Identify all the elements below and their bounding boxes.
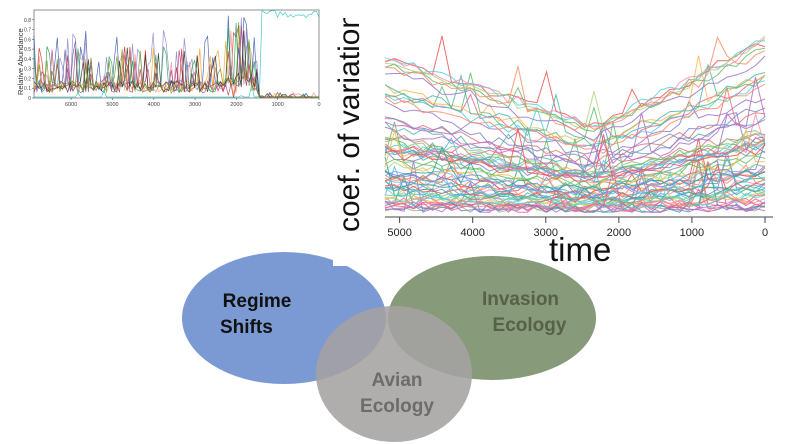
abundance-series-line — [34, 9, 320, 98]
cv-x-ticks: 5000 4000 3000 2000 1000 0 — [387, 217, 768, 239]
avian-label-line1: Avian — [371, 370, 423, 391]
cv-series-line — [384, 62, 766, 149]
cv-x-tick-label: 2000 — [607, 227, 631, 239]
cv-series-line — [384, 164, 766, 203]
abundance-y-ticks: 0 0.1 0.2 0.3 0.4 0.5 0.6 0.7 0.8 — [24, 18, 34, 102]
cv-series-line — [384, 136, 766, 183]
abundance-y-tick-label: 0.3 — [24, 67, 31, 73]
cv-series-line — [384, 35, 766, 129]
abundance-y-tick-label: 0.7 — [24, 28, 31, 34]
cv-series-line — [384, 107, 766, 166]
cv-x-tick-label: 3000 — [534, 227, 558, 239]
invasion-label-line1: Invasion — [481, 289, 560, 310]
cv-series-line — [384, 156, 766, 202]
abundance-x-tick-label: 6000 — [65, 102, 77, 108]
cv-series-line — [384, 170, 766, 198]
cv-series-line — [384, 80, 766, 148]
abundance-x-tick-label: 4000 — [148, 102, 160, 108]
cv-series-line — [384, 170, 766, 210]
venn-label-regime-shifts: Regime Shifts — [212, 289, 302, 341]
invasion-label-line2: Ecology — [492, 315, 567, 336]
cv-x-tick-label: 1000 — [680, 227, 704, 239]
cv-x-axis-label: time — [549, 231, 611, 268]
abundance-y-tick-label: 0.6 — [24, 37, 31, 43]
abundance-y-tick-label: 0.4 — [24, 57, 31, 63]
cv-series-line — [384, 121, 766, 179]
relative-abundance-chart: 0 0.1 0.2 0.3 0.4 0.5 0.6 0.7 0.8 6000 5000 4000 30… — [16, 9, 321, 108]
abundance-y-tick-label: 0.5 — [24, 47, 31, 53]
cv-series-line — [384, 187, 766, 207]
avian-label-line2: Ecology — [360, 396, 434, 417]
abundance-series-line — [33, 17, 319, 99]
cv-series-line — [384, 128, 766, 182]
regime-label-line2: Shifts — [220, 317, 273, 338]
abundance-y-tick-label: 0.2 — [24, 76, 31, 82]
abundance-x-ticks: 6000 5000 4000 3000 2000 1000 0 — [65, 98, 321, 108]
cv-series-line — [384, 76, 766, 166]
cv-series-line — [384, 130, 766, 176]
cv-series-line — [384, 83, 766, 154]
abundance-x-tick-label: 0 — [317, 102, 320, 108]
abundance-y-tick-label: 0.8 — [24, 18, 31, 24]
abundance-x-tick-label: 3000 — [189, 102, 201, 108]
cv-series-line — [384, 137, 766, 178]
cv-series-line — [384, 165, 766, 204]
cv-series-line — [384, 161, 766, 192]
cv-series-line — [384, 72, 766, 146]
venn-label-avian-ecology: Avian Ecology — [352, 368, 442, 420]
cv-y-axis-label: coef. of variation — [333, 18, 366, 232]
cv-series-line — [384, 200, 766, 213]
cv-series-line — [384, 55, 766, 141]
cv-x-tick-label: 5000 — [387, 227, 411, 239]
cv-x-tick-label: 4000 — [460, 227, 484, 239]
cv-series-line — [384, 169, 766, 213]
cv-series-line — [384, 121, 766, 189]
cv-series-line — [384, 47, 766, 132]
abundance-x-tick-label: 1000 — [272, 102, 284, 108]
cv-series-line — [384, 40, 766, 127]
cv-series-line — [384, 197, 766, 212]
cv-series-line — [384, 98, 766, 155]
abundance-series-group — [33, 9, 320, 99]
cv-chart: 5000 4000 3000 2000 1000 0 coef. of variation… — [333, 18, 773, 268]
abundance-y-tick-label: 0.1 — [24, 86, 31, 92]
abundance-x-tick-label: 2000 — [230, 102, 242, 108]
cv-series-line — [384, 138, 766, 179]
venn-label-invasion-ecology: Invasion Ecology — [468, 287, 573, 339]
cv-series-group — [384, 35, 766, 213]
regime-label-line1: Regime — [222, 291, 292, 312]
abundance-series-line — [33, 22, 319, 98]
cv-series-line — [384, 158, 766, 211]
cv-series-line — [384, 36, 766, 131]
cv-x-tick-label: 0 — [762, 227, 768, 239]
abundance-x-tick-label: 5000 — [106, 102, 118, 108]
cv-series-line — [384, 142, 766, 197]
abundance-y-tick-label: 0 — [28, 96, 31, 102]
cv-series-line — [384, 146, 766, 192]
abundance-y-axis-label: Relative Abundance — [16, 28, 25, 95]
